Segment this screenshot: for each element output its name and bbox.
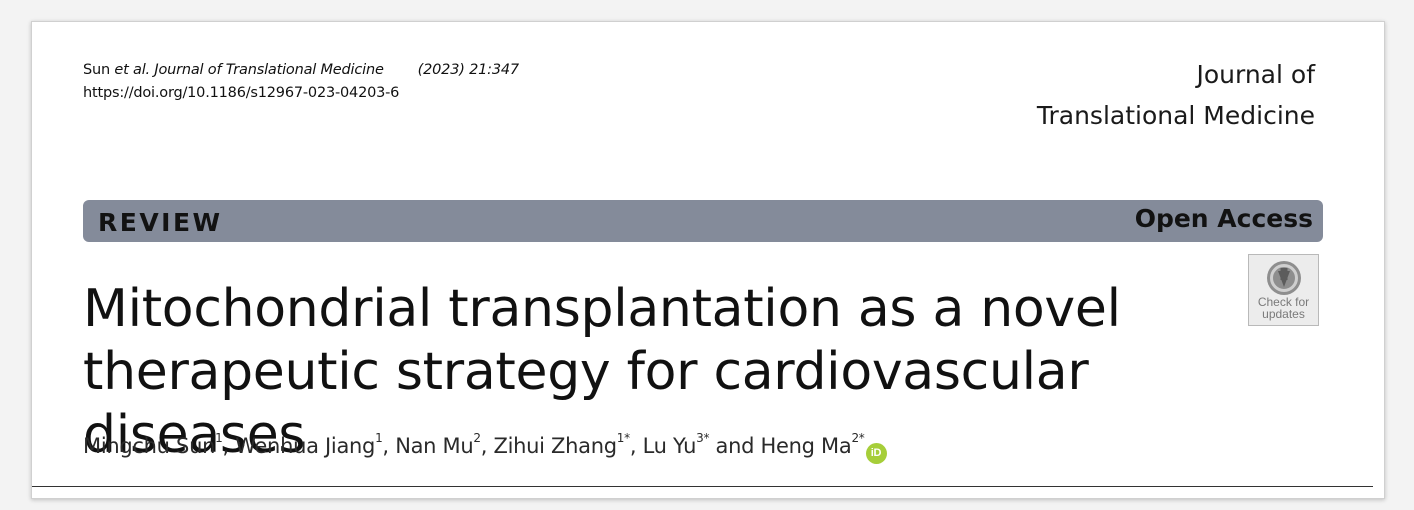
author-separator: , [382, 434, 396, 458]
open-access-label: Open Access [1134, 204, 1313, 233]
check-for-updates-icon [1267, 261, 1301, 295]
author-affiliation: 1 [215, 431, 223, 445]
journal-name-line2: Translational Medicine [1036, 101, 1315, 130]
author-name[interactable]: Heng Ma [760, 434, 852, 458]
article-title: Mitochondrial transplantation as a novel… [83, 278, 1263, 467]
author-name[interactable]: Mingchu Sun [83, 434, 216, 458]
citation-line: Sun et al. Journal of Translational Medi… [83, 59, 519, 82]
author-list: Mingchu Sun1, Wenhua Jiang1, Nan Mu2, Zi… [83, 431, 887, 464]
journal-name: Journal of Translational Medicine [1037, 54, 1315, 136]
citation-author: Sun [83, 62, 115, 78]
article-type-banner: REVIEW Open Access [83, 200, 1323, 242]
doi-link[interactable]: https://doi.org/10.1186/s12967-023-04203… [83, 85, 400, 101]
author-affiliation: 3* [696, 431, 710, 445]
check-for-updates-line2: updates [1262, 307, 1305, 321]
article-title-line2: therapeutic strategy for cardiovascular … [83, 342, 1089, 465]
author-affiliation: 2* [851, 431, 865, 445]
author-separator: , [222, 434, 236, 458]
citation-header: Sun et al. Journal of Translational Medi… [83, 59, 519, 105]
paper-page: Sun et al. Journal of Translational Medi… [31, 21, 1385, 499]
author-name[interactable]: Wenhua Jiang [235, 434, 376, 458]
divider-rule [32, 486, 1373, 487]
check-for-updates-label: Check for updates [1249, 296, 1318, 320]
journal-name-line1: Journal of [1196, 60, 1315, 89]
author-affiliation: 1* [616, 431, 630, 445]
author-separator: and [709, 434, 761, 458]
author-affiliation: 1 [375, 431, 383, 445]
citation-year-volume: (2023) 21:347 [417, 62, 519, 78]
article-title-line1: Mitochondrial transplantation as a novel [83, 279, 1121, 339]
citation-etal: et al. [114, 62, 150, 78]
author-separator: , [629, 434, 643, 458]
author-separator: , [480, 434, 494, 458]
author-name[interactable]: Lu Yu [642, 434, 697, 458]
check-for-updates-button[interactable]: Check for updates [1248, 254, 1319, 326]
author-name[interactable]: Nan Mu [395, 434, 474, 458]
check-for-updates-line1: Check for [1257, 295, 1310, 309]
citation-journal: et al. Journal of Translational Medicine [114, 62, 383, 78]
article-type-label: REVIEW [98, 208, 223, 237]
citation-journal-name: Journal of Translational Medicine [149, 62, 384, 78]
author-affiliation: 2 [473, 431, 481, 445]
author-name[interactable]: Zihui Zhang [493, 434, 618, 458]
orcid-icon[interactable]: iD [865, 443, 887, 464]
